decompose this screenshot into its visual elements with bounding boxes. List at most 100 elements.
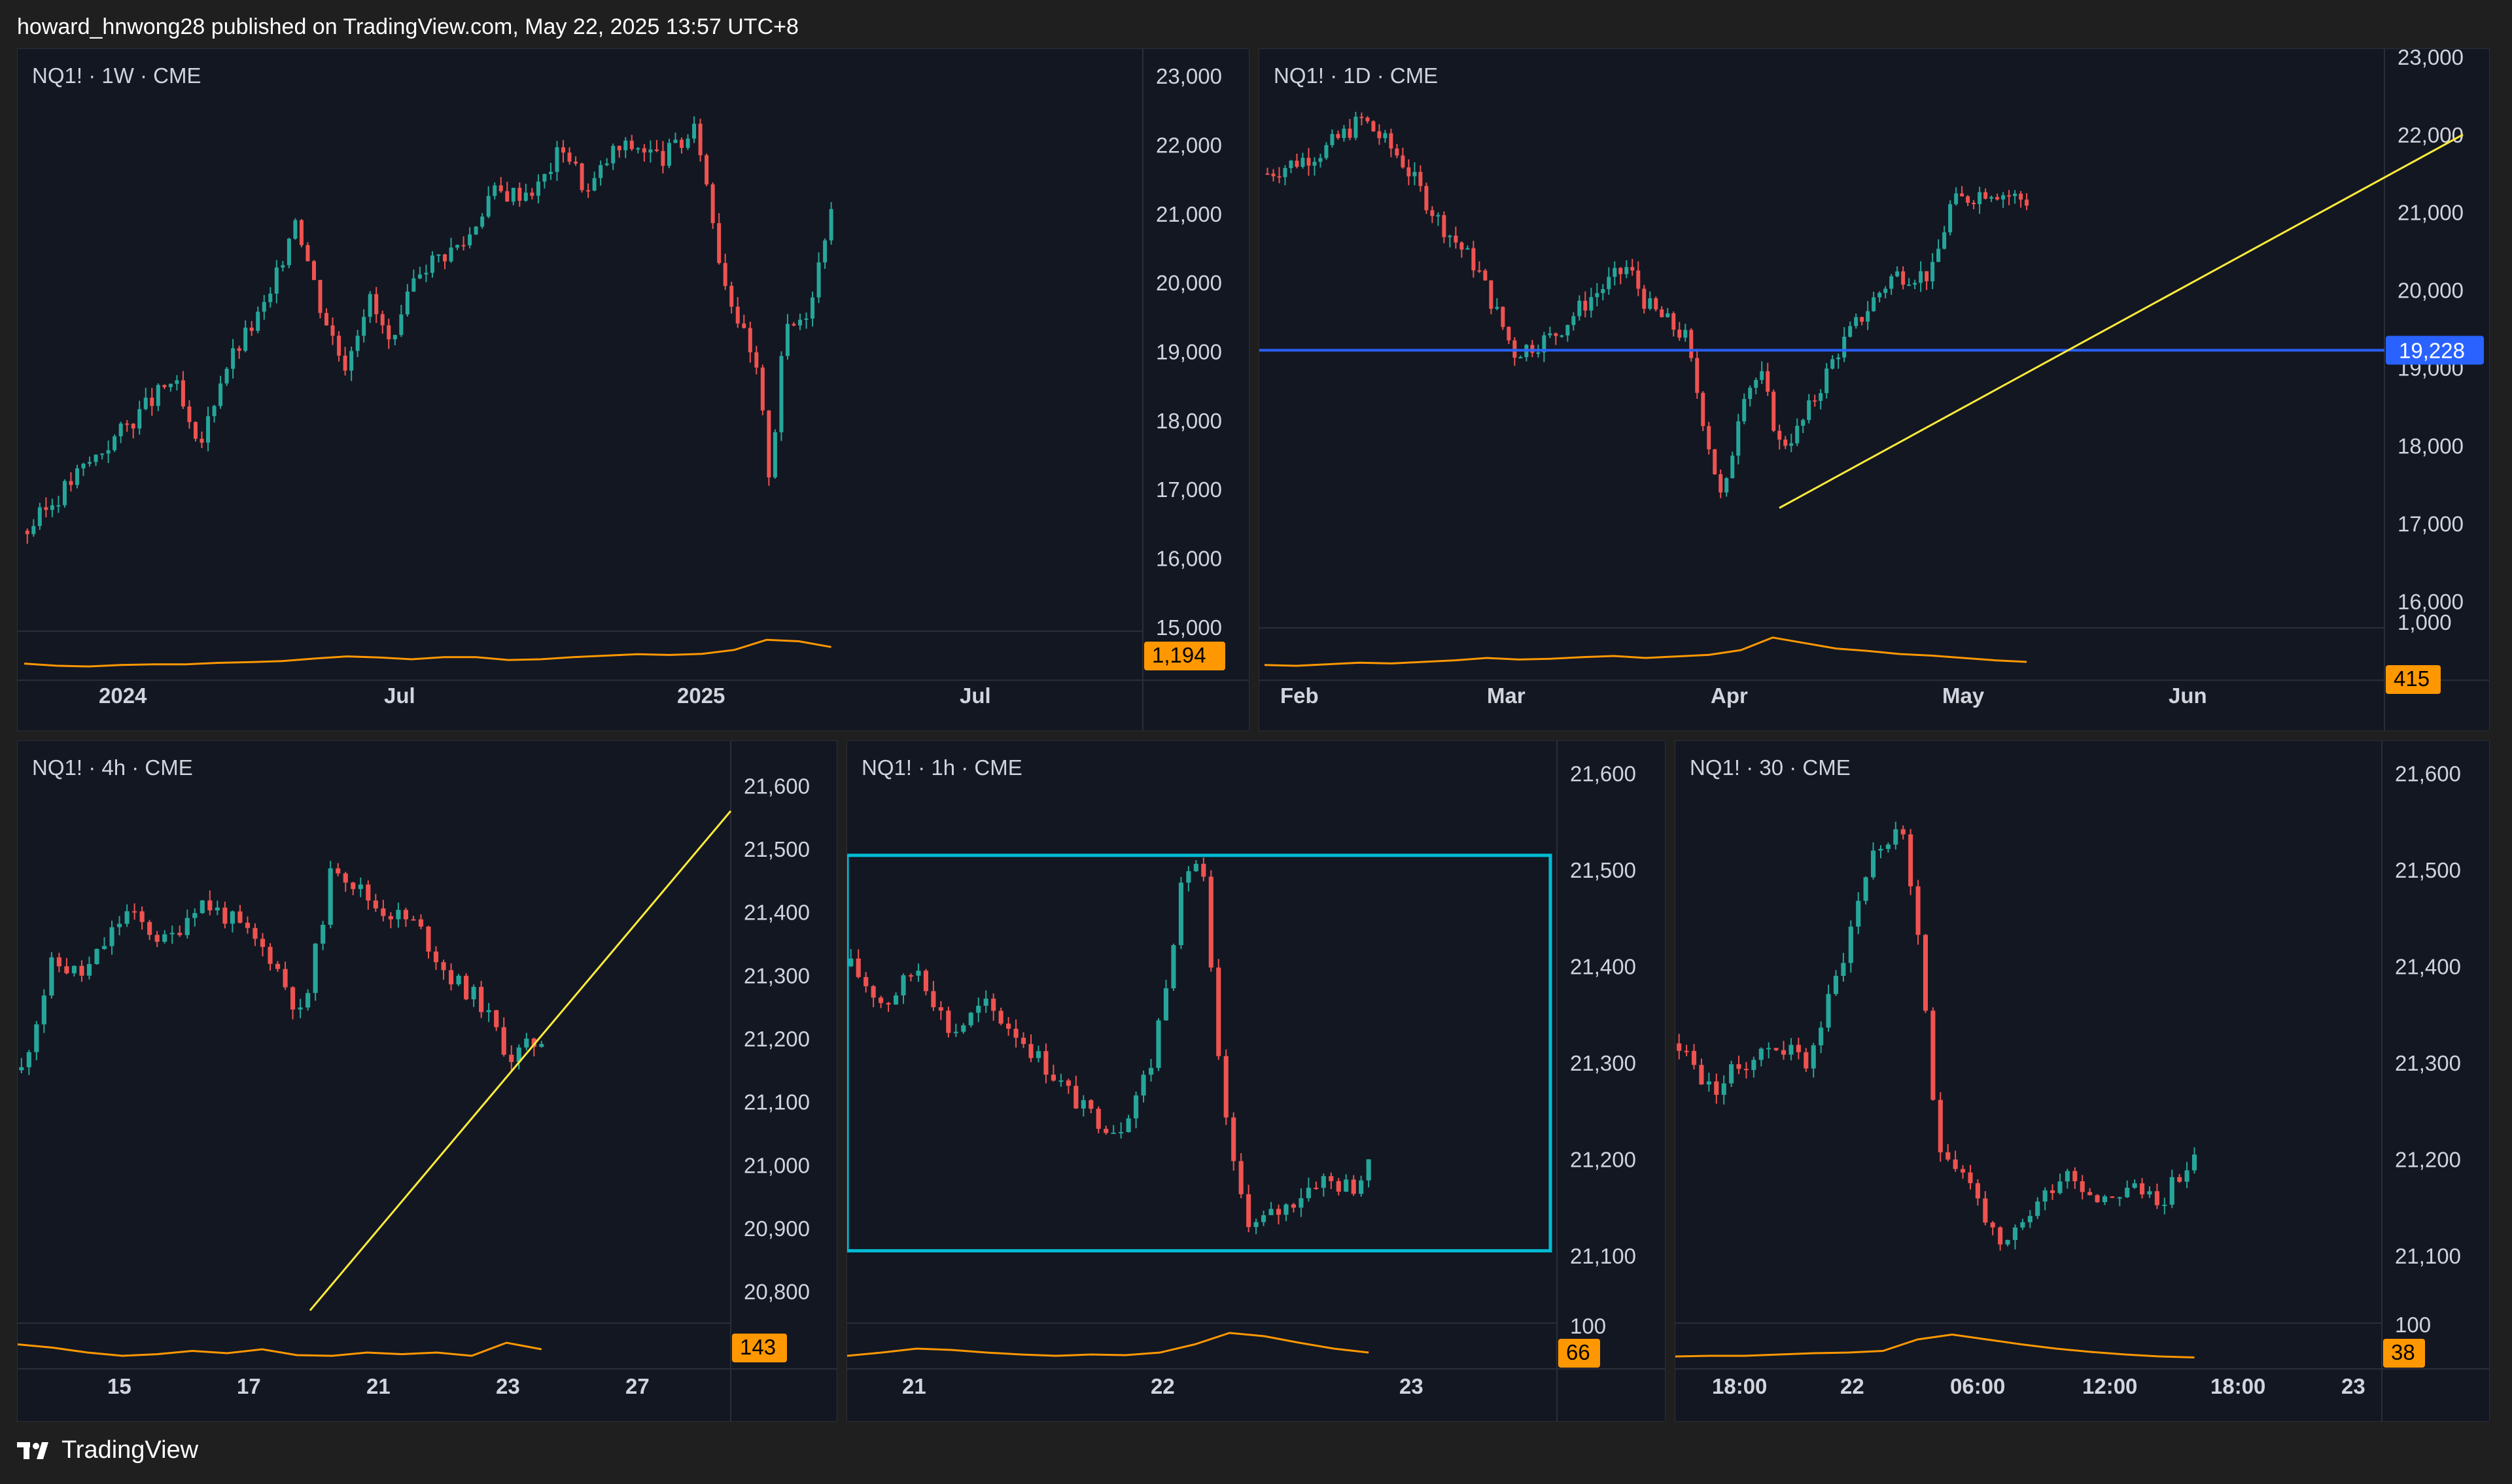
candle-body — [362, 317, 366, 336]
chart-1h[interactable]: 21,100 21,200 21,300 21,400 21,500 21,600 21 22… — [847, 741, 1665, 1421]
candle-body — [524, 1038, 529, 1048]
candle-body — [1389, 133, 1393, 149]
candle-body — [1548, 333, 1552, 336]
volume-badge — [2386, 665, 2441, 694]
candle-body — [124, 911, 130, 924]
volume-line — [1675, 1333, 2195, 1358]
candle-body — [349, 351, 354, 371]
tradingview-logo[interactable]: TradingView — [17, 1436, 198, 1464]
candle-body — [1336, 133, 1340, 138]
volume-badge — [1144, 642, 1225, 670]
candle-body — [275, 963, 281, 969]
candle-body — [1028, 1044, 1034, 1058]
chart-panel-daily[interactable]: NQ1! · 1D · CME 16,000 17,000 18,000 19,000… — [1259, 48, 2490, 731]
candle-body — [1418, 171, 1423, 186]
chart-30m[interactable]: 21,100 21,200 21,300 21,400 21,500 21,600 18:0… — [1675, 741, 2489, 1421]
candle-body — [1489, 280, 1493, 309]
candle-body — [486, 196, 491, 217]
candle-body — [222, 907, 228, 924]
candle-body — [1925, 271, 1929, 282]
candle-body — [1989, 197, 1994, 199]
candle-body — [886, 1003, 891, 1005]
candle-body — [1178, 882, 1183, 946]
candle-body — [1291, 1204, 1297, 1208]
y-tick-label: 23,000 — [2398, 49, 2464, 69]
candle-body — [871, 986, 876, 998]
candle-body — [1813, 400, 1817, 402]
candle-body — [1826, 993, 1831, 1028]
x-tick-label: 2024 — [99, 683, 147, 708]
candle-body — [1518, 357, 1523, 359]
candle-body — [1972, 202, 1976, 205]
candle-body — [2110, 1196, 2115, 1198]
candle-body — [455, 245, 460, 248]
candle-body — [1299, 1198, 1304, 1208]
candle-body — [101, 946, 107, 949]
candle-body — [1990, 1222, 1995, 1228]
candle-body — [137, 409, 142, 429]
candle-body — [1043, 1051, 1049, 1075]
candle-body — [37, 507, 42, 526]
candle-body — [494, 1010, 499, 1027]
candle-body — [366, 884, 371, 901]
volume-scale-label: 100 — [1570, 1314, 1606, 1338]
candle-body — [1148, 1067, 1154, 1075]
candle-body — [396, 910, 401, 920]
candle-body — [893, 995, 899, 1005]
y-tick-label: 15,000 — [1156, 615, 1222, 640]
candle-body — [50, 505, 54, 510]
x-tick-label: Mar — [1487, 683, 1526, 708]
candle-body — [132, 911, 137, 913]
chart-weekly[interactable]: 15,000 16,000 17,000 18,000 19,000 20,000 21,0… — [18, 49, 1249, 731]
candle-body — [580, 164, 584, 190]
candle-body — [1833, 976, 1839, 994]
chart-panel-30m[interactable]: NQ1! · 30 · CME 21,100 21,200 21,300 21,400… — [1675, 740, 2490, 1422]
candle-body — [245, 922, 251, 928]
candle-body — [355, 336, 360, 351]
candle-body — [1601, 289, 1605, 294]
chart-panel-1h[interactable]: NQ1! · 1h · CME 21,100 21,200 21,300 21,400… — [846, 740, 1666, 1422]
volume-badge-text: 1,194 — [1152, 643, 1206, 667]
candle-body — [69, 481, 73, 485]
y-tick-label: 18,000 — [1156, 409, 1222, 433]
candle-body — [2005, 1239, 2010, 1245]
candle-body — [113, 436, 117, 451]
candle-body — [1156, 1020, 1161, 1068]
candle-body — [56, 957, 61, 967]
candle-body — [1930, 262, 1935, 282]
y-tick-label: 21,500 — [744, 837, 810, 861]
candle-body — [1707, 426, 1711, 449]
candle-body — [1842, 336, 1847, 358]
candle-body — [1953, 1159, 1958, 1169]
candle-body — [586, 190, 591, 192]
candle-body — [1724, 478, 1729, 492]
tradingview-brand-text: TradingView — [61, 1436, 199, 1464]
candle-body — [305, 245, 310, 262]
candle-body — [343, 873, 348, 883]
candle-body — [2065, 1171, 2070, 1182]
x-tick-label: 22 — [1151, 1374, 1175, 1398]
candle-body — [1283, 1204, 1289, 1215]
candle-body — [2080, 1181, 2085, 1192]
chart-4h[interactable]: 20,800 20,900 21,000 21,100 21,200 21,300 21,4… — [18, 741, 837, 1421]
candle-body — [2057, 1181, 2063, 1194]
candle-body — [2191, 1154, 2197, 1171]
candle-body — [2050, 1190, 2055, 1194]
y-tick-label: 21,200 — [1570, 1147, 1636, 1171]
candle-body — [742, 323, 746, 328]
candle-body — [1613, 267, 1617, 277]
chart-panel-weekly[interactable]: NQ1! · 1W · CME 15,000 16,000 17,000 18,000… — [17, 48, 1249, 731]
candle-body — [561, 147, 566, 153]
candle-body — [2147, 1191, 2152, 1195]
candle-body — [62, 481, 67, 506]
candle-body — [1560, 335, 1564, 337]
candle-body — [175, 380, 179, 384]
candle-body — [336, 868, 341, 874]
candle-body — [34, 1024, 39, 1052]
chart-panel-4h[interactable]: NQ1! · 4h · CME 20,800 20,900 21,000 21,100… — [17, 740, 837, 1422]
chart-daily[interactable]: 16,00017,00018,00019,00020,00021,00022,0… — [1259, 49, 2489, 731]
candle-body — [1577, 300, 1582, 317]
candle-body — [1742, 398, 1747, 422]
candle-body — [41, 995, 46, 1025]
candle-body — [1636, 270, 1641, 289]
